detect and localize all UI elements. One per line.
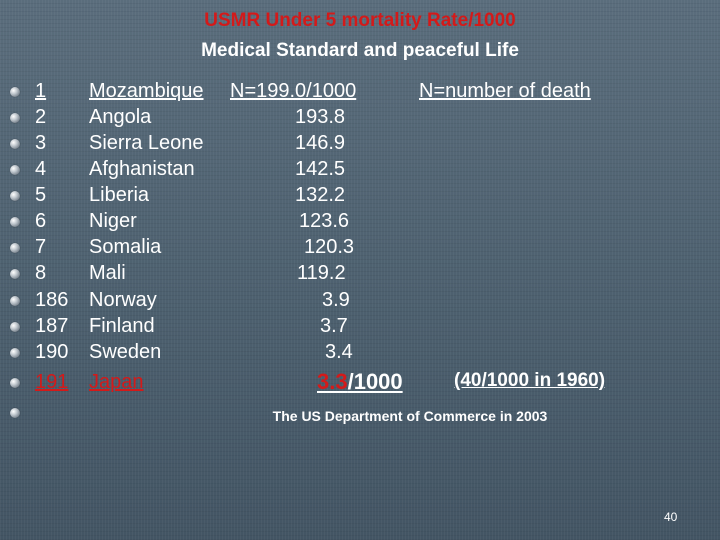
highlight-value: 3.3 <box>317 369 348 394</box>
country-label: Finland <box>89 315 155 337</box>
list-item: 5 Liberia 132.2 <box>0 184 720 210</box>
rank-label: 6 <box>35 210 47 232</box>
list-item: 1 Mozambique N=199.0/1000 N=number of de… <box>0 80 720 106</box>
bullet-icon <box>10 269 20 279</box>
mortality-value: N=199.0/1000 <box>230 80 357 102</box>
mortality-value: 3.9 <box>322 289 350 311</box>
country-label: Mozambique <box>89 80 204 102</box>
mortality-value: 132.2 <box>295 184 346 206</box>
page-number: 40 <box>664 510 678 524</box>
rank-label: 186 <box>35 289 69 311</box>
country-label: Afghanistan <box>89 158 195 180</box>
mortality-value: 120.3 <box>304 236 355 258</box>
list-item: 190 Sweden 3.4 <box>0 341 720 367</box>
bullet-icon <box>10 296 20 306</box>
bullet-icon <box>10 408 20 418</box>
value-note: N=number of death <box>419 80 591 102</box>
mortality-value: 193.8 <box>295 106 346 128</box>
country-label: Liberia <box>89 184 150 206</box>
slide-subtitle: Medical Standard and peaceful Life <box>201 40 519 61</box>
list-item: 4 Afghanistan 142.5 <box>0 158 720 184</box>
comparison-note: (40/1000 in 1960) <box>454 370 606 391</box>
list-item <box>0 401 720 427</box>
source-citation: The US Department of Commerce in 2003 <box>272 408 548 424</box>
mortality-value: 119.2 <box>297 262 346 284</box>
bullet-icon <box>10 165 20 175</box>
country-label: Somalia <box>89 236 162 258</box>
country-label: Niger <box>89 210 137 232</box>
mortality-value: 146.9 <box>295 132 346 154</box>
list-item: 7 Somalia 120.3 <box>0 236 720 262</box>
bullet-icon <box>10 191 20 201</box>
rank-label: 1 <box>35 80 47 102</box>
highlight-unit: /1000 <box>347 369 403 394</box>
highlight-row: 191 Japan 3.3/1000 (40/1000 in 1960) <box>0 369 720 397</box>
list-item: 187 Finland 3.7 <box>0 315 720 341</box>
bullet-icon <box>10 378 20 388</box>
country-label: Angola <box>89 106 152 128</box>
list-item: 3 Sierra Leone 146.9 <box>0 132 720 158</box>
rank-label: 5 <box>35 184 47 206</box>
rank-label: 3 <box>35 132 47 154</box>
list-item: 2 Angola 193.8 <box>0 106 720 132</box>
country-label: Sweden <box>89 341 162 363</box>
country-label: Sierra Leone <box>89 132 204 154</box>
rank-label: 4 <box>35 158 47 180</box>
rank-label: 2 <box>35 106 47 128</box>
list-item: 8 Mali 119.2 <box>0 262 720 288</box>
bullet-icon <box>10 139 20 149</box>
mortality-value: 142.5 <box>295 158 346 180</box>
rank-label: 190 <box>35 341 69 363</box>
rank-label: 191 <box>35 371 69 393</box>
bullet-icon <box>10 322 20 332</box>
mortality-value: 3.4 <box>325 341 353 363</box>
rank-label: 7 <box>35 236 47 258</box>
bullet-icon <box>10 113 20 123</box>
mortality-value: 3.3/1000 <box>317 369 452 395</box>
bullet-icon <box>10 348 20 358</box>
list-item: 186 Norway 3.9 <box>0 289 720 315</box>
rank-label: 187 <box>35 315 69 337</box>
slide-title: USMR Under 5 mortality Rate/1000 <box>204 10 516 31</box>
mortality-value: 123.6 <box>299 210 350 232</box>
mortality-value: 3.7 <box>320 315 348 337</box>
rank-label: 8 <box>35 262 47 284</box>
list-item: 6 Niger 123.6 <box>0 210 720 236</box>
bullet-icon <box>10 243 20 253</box>
country-label: Norway <box>89 289 157 311</box>
bullet-icon <box>10 217 20 227</box>
country-label: Japan <box>89 371 144 393</box>
bullet-icon <box>10 87 20 97</box>
country-label: Mali <box>89 262 126 284</box>
